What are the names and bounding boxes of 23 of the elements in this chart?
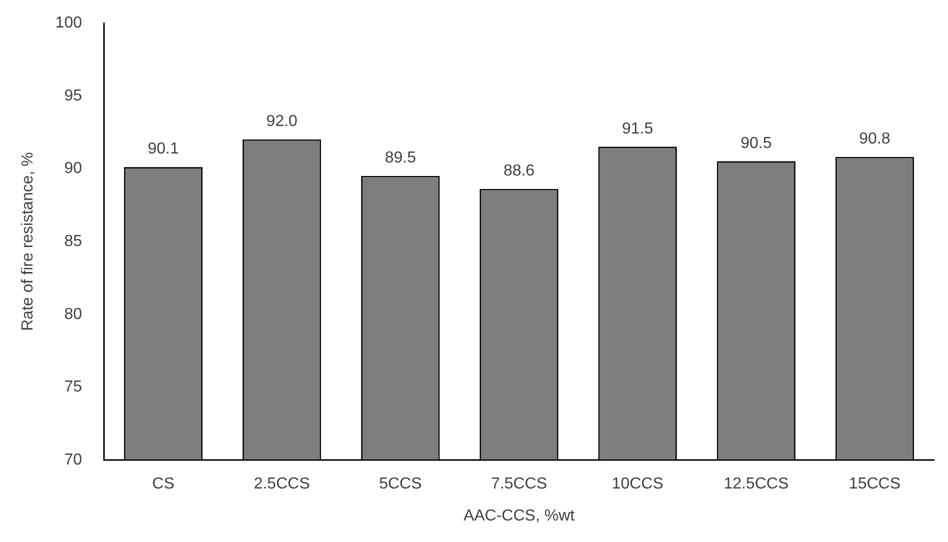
- x-tick-label: 5CCS: [379, 476, 422, 492]
- y-tick-label: 95: [64, 87, 82, 104]
- x-tick-label: 12.5CCS: [724, 476, 789, 492]
- x-tick-label: 15CCS: [848, 476, 901, 492]
- x-tick-label: 10CCS: [612, 476, 664, 492]
- y-tick-label: 80: [64, 306, 82, 323]
- data-label: 90.5: [740, 134, 772, 152]
- x-axis-title: AAC-CCS, %wt: [463, 508, 576, 524]
- y-tick-label: 90: [64, 160, 82, 178]
- data-label: 91.5: [622, 120, 654, 138]
- y-tick-label: 100: [55, 14, 82, 32]
- y-tick-label: 75: [64, 378, 82, 396]
- data-label: 90.1: [148, 140, 179, 158]
- data-label: 92.0: [266, 113, 298, 130]
- data-label: 89.5: [384, 149, 416, 166]
- data-label: 90.8: [859, 130, 890, 148]
- x-tick-label: CS: [152, 476, 174, 492]
- y-axis-title: Rate of fire resistance, %: [20, 152, 36, 331]
- y-tick-label: 85: [64, 233, 82, 250]
- x-tick-label: 7.5CCS: [490, 476, 548, 492]
- data-label: 88.6: [503, 162, 535, 180]
- x-tick-label: 2.5CCS: [254, 476, 310, 492]
- y-tick-label: 70: [64, 452, 82, 468]
